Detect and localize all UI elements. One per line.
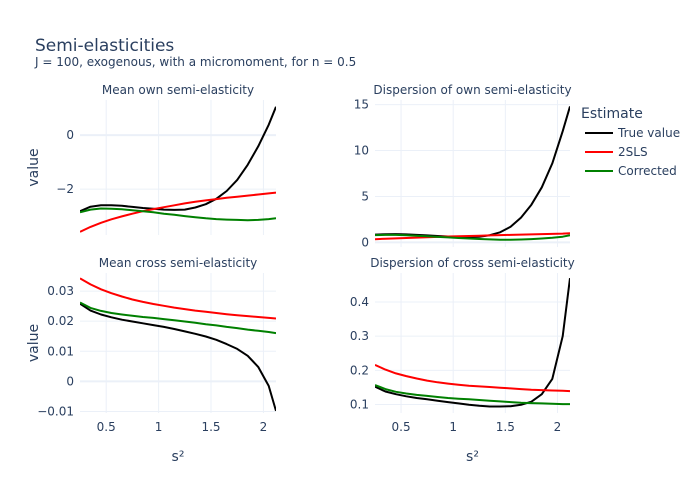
panel-title: Mean own semi-elasticity <box>102 83 254 97</box>
y-tick-label: 10 <box>354 144 369 158</box>
legend-item-corrected[interactable]: Corrected <box>585 164 677 178</box>
panel-mean-cross: 0.03 0.02 0.01 0 −0.01 0.5 1 1.5 2 Mean cross sem… <box>26 256 276 465</box>
x-tick-label: 2 <box>260 420 268 434</box>
chart-subtitle: J = 100, exogenous, with a micromoment, … <box>34 55 356 69</box>
y-tick-label: 0 <box>361 235 369 249</box>
x-tick-label: 1.5 <box>496 420 515 434</box>
series-line-2sls <box>80 191 276 233</box>
x-tick-label: 1.5 <box>201 420 220 434</box>
series-line-corrected <box>375 384 570 406</box>
y-tick-label: −2 <box>56 182 74 196</box>
series-line-corrected <box>375 233 570 241</box>
series-line-true-value <box>80 106 276 213</box>
y-tick-label: 0.1 <box>350 397 369 411</box>
series-group <box>375 106 570 241</box>
panel-title: Dispersion of own semi-elasticity <box>373 83 571 97</box>
y-tick-label: 0.2 <box>350 363 369 377</box>
y-tick-label: 0 <box>66 128 74 142</box>
series-line-2sls <box>375 363 570 393</box>
legend-label-2sls: 2SLS <box>618 145 648 159</box>
x-tick-label: 0.5 <box>97 420 116 434</box>
series-line-2sls <box>375 232 570 241</box>
series-line-corrected <box>80 301 276 335</box>
legend-item-2sls[interactable]: 2SLS <box>585 145 648 159</box>
legend-label-corrected: Corrected <box>618 164 677 178</box>
y-tick-label: 15 <box>354 98 369 112</box>
series-line-true-value <box>80 302 276 412</box>
y-tick-label: 0 <box>66 374 74 388</box>
y-tick-label: −0.01 <box>37 404 74 418</box>
chart-title: Semi-elasticities <box>35 36 174 56</box>
series-line-corrected <box>80 207 276 222</box>
y-axis-label: value <box>26 148 42 186</box>
series-group <box>80 106 276 233</box>
y-tick-label: 0.03 <box>47 284 74 298</box>
y-tick-label: 0.3 <box>350 329 369 343</box>
series-line-true-value <box>375 277 570 408</box>
x-axis-label: s² <box>466 449 479 465</box>
legend-item-true-value[interactable]: True value <box>585 126 680 140</box>
panel-mean-own: 0 −2 Mean own semi-elasticity value <box>26 83 276 235</box>
legend-label-true-value: True value <box>617 126 680 140</box>
x-tick-label: 2 <box>554 420 562 434</box>
panel-dispersion-own: 0 5 10 15 Dispersion of own semi-elasticity <box>354 83 572 249</box>
x-axis-label: s² <box>172 449 185 465</box>
x-tick-label: 1 <box>449 420 457 434</box>
y-tick-label: 5 <box>361 189 369 203</box>
legend: Estimate True value 2SLS Corrected <box>581 106 680 178</box>
y-tick-label: 0.4 <box>350 295 369 309</box>
series-group <box>80 277 276 412</box>
y-tick-label: 0.01 <box>47 344 74 358</box>
panel-title: Dispersion of cross semi-elasticity <box>370 256 575 270</box>
panel-title: Mean cross semi-elasticity <box>99 256 258 270</box>
series-line-true-value <box>375 106 570 239</box>
x-tick-label: 0.5 <box>392 420 411 434</box>
y-axis-label: value <box>26 324 42 362</box>
x-tick-label: 1 <box>155 420 163 434</box>
panel-dispersion-cross: 0.4 0.3 0.2 0.1 0.5 1 1.5 2 Dispersion of cross … <box>350 256 575 465</box>
legend-title: Estimate <box>581 106 643 122</box>
y-tick-label: 0.02 <box>47 314 74 328</box>
series-group <box>375 277 570 408</box>
series-line-2sls <box>80 277 276 320</box>
